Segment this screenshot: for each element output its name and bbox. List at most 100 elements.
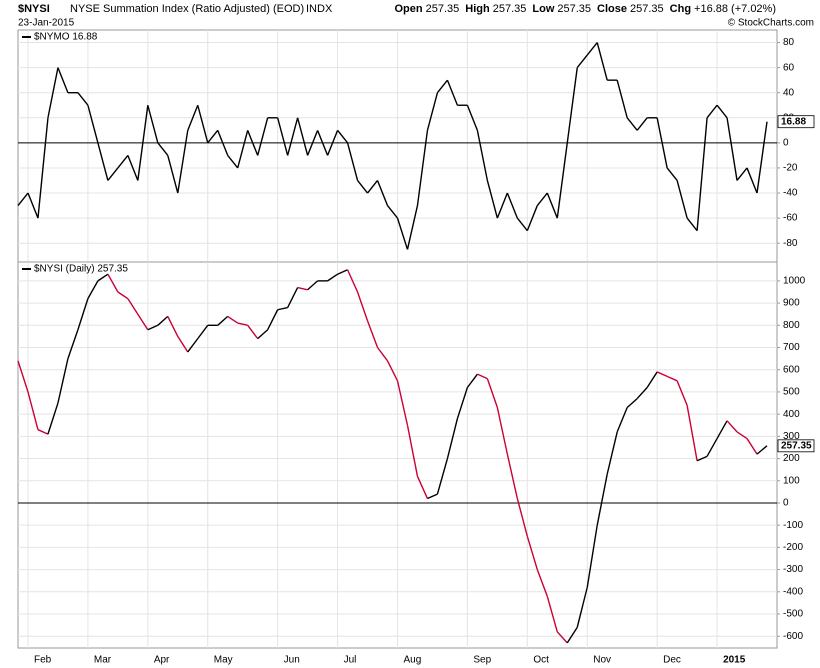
line-segment xyxy=(386,360,399,382)
line-segment xyxy=(197,105,209,144)
quote-value: 257.35 xyxy=(493,3,527,15)
credit: © StockCharts.com xyxy=(728,18,814,29)
last-value-box xyxy=(777,115,815,129)
line-segment xyxy=(287,287,299,308)
quote-value: 257.35 xyxy=(426,3,460,15)
line-segment xyxy=(316,130,329,156)
line-segment xyxy=(257,329,269,340)
line-segment xyxy=(736,431,748,440)
x-tick-label: 2015 xyxy=(723,655,746,666)
x-tick-label: Aug xyxy=(403,655,421,666)
line-segment xyxy=(37,429,49,435)
line-segment xyxy=(516,217,528,232)
line-segment xyxy=(187,338,199,353)
line-segment xyxy=(626,117,638,131)
y-tick-label: 1000 xyxy=(783,276,806,287)
line-segment xyxy=(416,476,429,499)
line-segment xyxy=(616,79,628,118)
line-segment xyxy=(167,316,179,337)
y-tick-label: 40 xyxy=(783,87,795,98)
line-segment xyxy=(386,205,399,219)
line-segment xyxy=(77,298,89,330)
line-segment xyxy=(127,298,139,315)
line-segment xyxy=(716,420,728,439)
date: 23-Jan-2015 xyxy=(18,18,75,29)
line-segment xyxy=(267,309,279,331)
y-tick-label: -60 xyxy=(783,213,798,224)
y-tick-label: -500 xyxy=(783,609,803,620)
line-segment xyxy=(117,154,129,169)
line-segment xyxy=(426,92,439,131)
y-tick-label: -200 xyxy=(783,542,803,553)
last-value-box xyxy=(777,439,815,453)
y-tick-label: 600 xyxy=(783,364,800,375)
line-segment xyxy=(47,67,59,118)
line-segment xyxy=(177,336,189,353)
line-segment xyxy=(27,391,39,430)
line-segment xyxy=(406,205,419,250)
line-segment xyxy=(696,455,708,462)
line-segment xyxy=(157,142,169,156)
line-segment xyxy=(276,117,289,156)
quote: Open 257.35 High 257.35 Low 257.35 Close 257.35… xyxy=(394,3,776,15)
line-segment xyxy=(616,407,628,433)
line-segment xyxy=(47,402,59,435)
x-tick-label: Nov xyxy=(593,655,611,666)
line-segment xyxy=(496,407,509,455)
line-segment xyxy=(466,373,478,388)
line-segment xyxy=(526,205,538,231)
quote-value: +16.88 (+7.02%) xyxy=(694,3,776,15)
line-segment xyxy=(466,104,479,131)
line-segment xyxy=(706,438,718,457)
line-segment xyxy=(396,217,409,250)
line-segment xyxy=(147,324,159,331)
line-segment xyxy=(596,42,608,81)
line-segment xyxy=(556,142,568,219)
line-segment xyxy=(626,398,638,408)
line-segment xyxy=(477,373,488,380)
line-segment xyxy=(376,180,389,206)
line-segment xyxy=(337,129,349,144)
line-segment xyxy=(67,329,79,359)
line-segment xyxy=(217,315,229,326)
y-tick-label: 300 xyxy=(783,431,800,442)
line-segment xyxy=(57,358,69,404)
line-segment xyxy=(247,324,259,340)
line-segment xyxy=(496,192,508,219)
y-tick-label: 700 xyxy=(783,342,800,353)
line-segment xyxy=(476,130,489,181)
line-segment xyxy=(726,420,738,433)
line-segment xyxy=(17,192,29,207)
line-segment xyxy=(227,154,239,169)
y-tick-label: 100 xyxy=(783,475,800,486)
y-tick-label: -80 xyxy=(783,238,798,249)
line-segment xyxy=(306,130,319,156)
y-tick-label: -20 xyxy=(783,163,798,174)
line-segment xyxy=(137,313,149,331)
y-tick-label: 60 xyxy=(783,62,795,73)
line-segment xyxy=(586,42,598,56)
line-segment xyxy=(546,192,558,219)
line-segment xyxy=(686,217,698,232)
line-segment xyxy=(277,306,288,311)
quote-label: High xyxy=(465,3,490,15)
line-segment xyxy=(427,493,438,500)
line-segment xyxy=(117,291,129,300)
line-segment xyxy=(87,280,99,299)
y-tick-label: 800 xyxy=(783,320,800,331)
line-segment xyxy=(237,322,248,326)
line-segment xyxy=(107,167,119,181)
line-segment xyxy=(376,347,389,362)
line-segment xyxy=(676,180,688,219)
line-segment xyxy=(127,155,139,181)
line-segment xyxy=(536,569,548,597)
line-segment xyxy=(686,405,698,461)
line-segment xyxy=(636,117,648,131)
quote-value: 257.35 xyxy=(557,3,591,15)
line-segment xyxy=(346,142,359,181)
line-segment xyxy=(446,418,459,459)
line-segment xyxy=(726,117,738,181)
line-segment xyxy=(756,121,768,194)
x-tick-label: Jun xyxy=(284,655,300,666)
